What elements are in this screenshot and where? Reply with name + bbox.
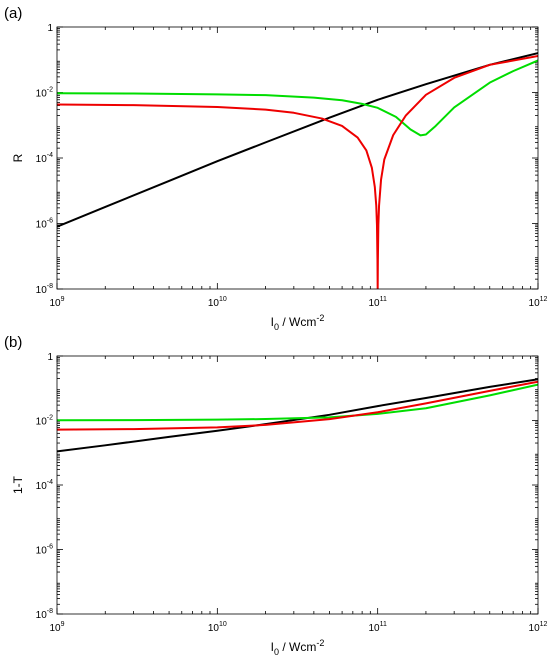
series-line-2 (57, 380, 538, 431)
minor-ticks (57, 356, 538, 614)
y-tick-label: 1 (47, 352, 53, 363)
plot-frame (56, 355, 539, 615)
y-tick-label: 10-2 (36, 415, 53, 428)
series-group (57, 52, 538, 289)
x-tick-label: 1012 (529, 296, 548, 309)
x-tick-label: 1011 (368, 621, 386, 634)
x-tick-label: 1012 (529, 621, 548, 634)
panel-b: (b) 109 1010 1011 1012 1 10-2 10-4 10-6 10-8 I0 / … (4, 334, 548, 657)
panel-label: (b) (4, 334, 22, 351)
series-line-0 (57, 52, 538, 228)
y-tick-label: 10-8 (36, 608, 53, 621)
y-axis-label: R (11, 153, 25, 162)
x-axis-label: I0 / Wcm-2 (271, 638, 325, 657)
y-axis-label: 1-T (11, 475, 25, 494)
series-line-2 (57, 55, 538, 289)
series-line-1 (57, 59, 538, 137)
y-tick-label: 10-6 (36, 218, 53, 231)
x-tick-label: 1010 (208, 296, 227, 309)
series-line-0 (57, 378, 538, 453)
x-tick-label: 109 (49, 621, 64, 634)
minor-ticks (57, 27, 538, 289)
series-group (57, 378, 538, 453)
panel-a: (a) 109 1010 1011 1012 1 10-2 10-4 10-6 10-8 I0 / … (4, 5, 548, 332)
y-tick-label: 10-4 (36, 479, 53, 492)
y-tick-label: 10-6 (36, 544, 53, 557)
y-tick-label: 10-2 (36, 87, 53, 100)
panel-label: (a) (4, 5, 22, 22)
x-tick-label: 1010 (208, 621, 227, 634)
plot-frame (56, 26, 539, 290)
y-tick-label: 10-4 (36, 152, 53, 165)
x-tick-label: 1011 (368, 296, 386, 309)
series-line-1 (57, 383, 538, 422)
y-tick-label: 1 (47, 23, 53, 34)
x-axis-label: I0 / Wcm-2 (271, 313, 325, 332)
y-tick-label: 10-8 (36, 283, 53, 296)
x-tick-label: 109 (49, 296, 64, 309)
